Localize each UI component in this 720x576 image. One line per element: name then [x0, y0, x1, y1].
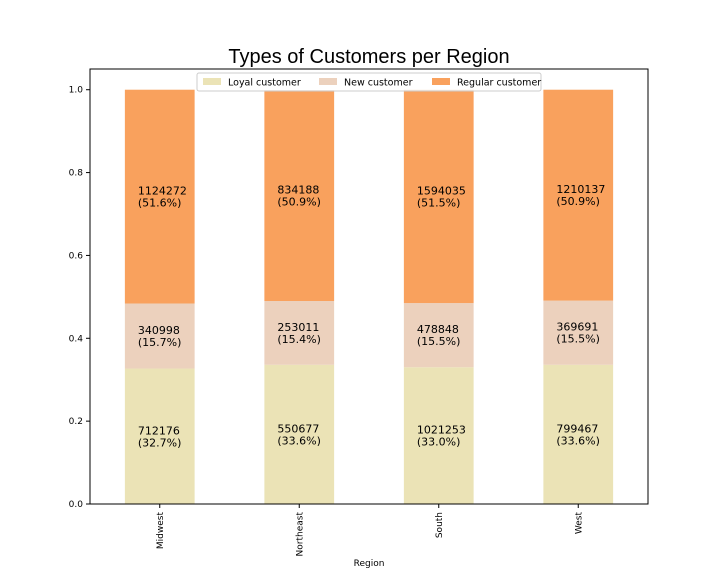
bar-segment-west-regular-customer	[543, 89, 614, 301]
data-label-percent: (33.6%)	[277, 434, 321, 447]
data-label-count: 478848	[417, 323, 459, 336]
legend-label: Regular customer	[457, 78, 541, 89]
data-label-count: 253011	[277, 321, 319, 334]
x-tick-label: South	[435, 512, 445, 538]
legend: Loyal customer New customer Regular custom…	[196, 72, 542, 92]
legend-label: New customer	[344, 78, 413, 89]
x-axis: Midwest Northeast South West	[156, 504, 584, 557]
y-tick-label: 1.0	[69, 86, 84, 96]
data-label-count: 712176	[138, 424, 180, 437]
y-tick-label: 0.2	[69, 417, 83, 427]
data-label-percent: (33.0%)	[417, 436, 461, 449]
bar-segment-midwest-regular-customer	[124, 89, 195, 304]
data-label-percent: (50.9%)	[556, 195, 600, 208]
x-axis-label: Region	[354, 559, 385, 569]
chart-title: Types of Customers per Region	[228, 46, 509, 68]
data-label-count: 1124272	[138, 185, 187, 198]
bar-segment-west-new-customer	[543, 300, 614, 365]
legend-swatch	[203, 78, 221, 85]
x-tick-label: Midwest	[156, 512, 166, 550]
bar-segment-northeast-loyal-customer	[264, 364, 335, 504]
y-tick-label: 0.8	[69, 169, 84, 179]
bar-segment-west-loyal-customer	[543, 364, 614, 504]
data-label-percent: (15.7%)	[138, 336, 182, 349]
data-label-count: 799467	[556, 422, 598, 435]
data-label-percent: (51.6%)	[138, 197, 182, 210]
x-tick-label: Northeast	[295, 512, 305, 557]
plot-area-frame	[89, 68, 649, 505]
data-label-count: 550677	[277, 422, 319, 435]
data-label-count: 340998	[138, 324, 180, 337]
y-tick-label: 0.4	[69, 334, 84, 344]
data-labels-layer: 712176(32.7%) 340998(15.7%) 1124272(51.6%)…	[138, 183, 606, 449]
data-label-count: 1021253	[417, 424, 466, 437]
data-label-percent: (15.5%)	[556, 333, 600, 346]
bar-segment-south-new-customer	[403, 303, 474, 368]
y-tick-label: 0.6	[69, 251, 84, 261]
y-tick-label: 0.0	[69, 500, 84, 510]
legend-label: Loyal customer	[228, 78, 301, 89]
bar-segment-midwest-new-customer	[124, 303, 195, 369]
data-label-percent: (15.5%)	[417, 335, 461, 348]
data-label-count: 369691	[556, 321, 598, 334]
data-label-percent: (50.9%)	[277, 196, 321, 209]
data-label-percent: (33.6%)	[556, 434, 600, 447]
x-tick-label: West	[574, 512, 584, 535]
data-label-count: 834188	[277, 184, 319, 197]
bar-segment-northeast-regular-customer	[264, 90, 335, 301]
bar-segment-south-loyal-customer	[403, 367, 474, 504]
legend-box	[196, 72, 542, 92]
data-label-percent: (32.7%)	[138, 436, 182, 449]
bar-segment-midwest-loyal-customer	[124, 368, 195, 504]
bar-segment-south-regular-customer	[403, 89, 474, 304]
data-label-percent: (51.5%)	[417, 196, 461, 209]
data-label-percent: (15.4%)	[277, 333, 321, 346]
data-label-count: 1210137	[556, 183, 605, 196]
bars-layer	[124, 89, 614, 504]
data-label-count: 1594035	[417, 184, 466, 197]
bar-segment-northeast-new-customer	[264, 301, 335, 365]
y-axis: 0.0 0.2 0.4 0.6 0.8 1.0	[69, 86, 90, 510]
legend-swatch	[319, 78, 337, 85]
legend-swatch	[432, 78, 450, 85]
